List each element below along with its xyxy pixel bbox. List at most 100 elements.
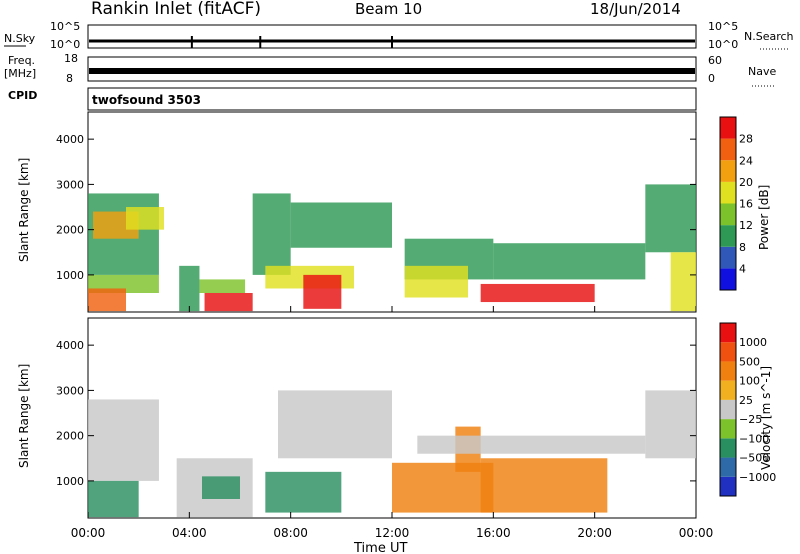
- power-colorbar-swatch: [720, 246, 736, 269]
- y-tick-label: 2000: [56, 430, 84, 443]
- nsky-label: N.Sky: [4, 32, 36, 45]
- power-cell-15: [493, 243, 646, 280]
- velocity-colorbar-swatch: [720, 342, 736, 362]
- power-colorbar-tick: 20: [739, 176, 753, 189]
- velocity-colorbar-swatch: [720, 476, 736, 496]
- x-tick-label: 04:00: [172, 526, 207, 540]
- power-colorbar-frame: [719, 116, 737, 291]
- power-cell-17: [670, 252, 696, 312]
- power-cell-13: [404, 265, 468, 298]
- velocity-cell-3: [202, 476, 240, 499]
- power-colorbar-tick: 28: [739, 133, 753, 146]
- power-cell-16: [645, 184, 696, 253]
- velocity-colorbar-swatch: [720, 323, 736, 343]
- power-colorbar-tick: 12: [739, 219, 753, 232]
- power-colorbar: 4 8 12 16 20 24 28: [719, 116, 753, 291]
- velocity-cell-8: [480, 458, 608, 513]
- date-label: 18/Jun/2014: [590, 0, 681, 18]
- power-cell-4: [126, 207, 164, 230]
- velocity-cell-5: [278, 390, 392, 459]
- cpid-value: twofsound 3503: [92, 93, 201, 107]
- nave-label: Nave: [748, 65, 776, 78]
- y-tick-label: 2000: [56, 224, 84, 237]
- velocity-colorbar-swatch: [720, 419, 736, 439]
- power-colorbar-tick: 8: [739, 241, 746, 254]
- velocity-colorbar-label: Velocity [m s^-1]: [759, 366, 773, 470]
- power-colorbar-swatch: [720, 138, 736, 161]
- velocity-cell-9: [417, 435, 646, 454]
- nsearch-label: N.Search: [744, 30, 794, 43]
- nsky-tick-bottom: 10^0: [50, 38, 80, 51]
- velocity-colorbar-tick: −100: [739, 432, 769, 445]
- power-heatmap: [88, 184, 696, 312]
- nave-tick-top: 60: [708, 54, 722, 67]
- velocity-y-axis: 1000 2000 3000 4000: [56, 339, 696, 488]
- y-tick-label: 4000: [56, 133, 84, 146]
- nave-tick-bottom: 0: [708, 72, 715, 85]
- velocity-colorbar-tick: 500: [739, 355, 760, 368]
- power-cell-3: [88, 288, 126, 312]
- power-y-label: Slant Range [km]: [17, 158, 31, 262]
- y-tick-label: 4000: [56, 339, 84, 352]
- power-colorbar-tick: 24: [739, 154, 753, 167]
- velocity-cell-1: [88, 480, 139, 518]
- power-colorbar-swatch: [720, 225, 736, 247]
- velocity-panel: 1000 2000 3000 4000 Slant Range [km] 1000 50…: [17, 317, 776, 519]
- velocity-cell-10: [645, 390, 696, 459]
- nsky-tick-top: 10^5: [50, 20, 80, 33]
- nsearch-tick-top: 10^5: [708, 20, 738, 33]
- power-colorbar-swatch: [720, 181, 736, 204]
- freq-unit-label: [MHz]: [4, 67, 36, 80]
- power-cell-10: [303, 274, 342, 309]
- velocity-cell-4: [265, 471, 342, 513]
- velocity-colorbar-swatch: [720, 399, 736, 420]
- velocity-colorbar-swatch: [720, 380, 736, 400]
- power-colorbar-swatch: [720, 203, 736, 226]
- velocity-y-label: Slant Range [km]: [17, 364, 31, 468]
- power-colorbar-swatch: [720, 160, 736, 182]
- power-colorbar-swatch: [720, 117, 736, 139]
- velocity-colorbar-swatch: [720, 361, 736, 381]
- beam-label: Beam 10: [355, 0, 422, 18]
- x-tick-label: 20:00: [577, 526, 612, 540]
- velocity-colorbar-tick: −1000: [739, 471, 776, 484]
- velocity-colorbar-swatch: [720, 457, 736, 477]
- y-tick-label: 3000: [56, 178, 84, 191]
- cpid-panel: CPID twofsound 3503: [8, 87, 697, 111]
- nsky-panel: N.Sky 10^5 10^0 N.Search 10^5 10^0: [4, 20, 794, 51]
- x-axis-label: Time UT: [353, 541, 407, 554]
- velocity-colorbar-tick: 100: [739, 375, 760, 388]
- freq-tick-top: 18: [64, 52, 78, 65]
- freq-label: Freq.: [8, 54, 35, 67]
- velocity-colorbar-tick: 25: [739, 394, 753, 407]
- x-tick-label: 00:00: [71, 526, 106, 540]
- freq-panel: Freq. [MHz] 18 8 Nave 60 0: [4, 52, 776, 87]
- nsky-trace: [89, 36, 695, 48]
- time-x-axis: 00:00 04:00 08:00 12:00 16:00 20:00 00:00: [71, 306, 714, 540]
- velocity-colorbar-swatch: [720, 438, 736, 458]
- y-tick-label: 3000: [56, 384, 84, 397]
- power-cell-8: [252, 193, 291, 275]
- x-tick-label: 12:00: [375, 526, 410, 540]
- velocity-colorbar: 1000 500 100 25 −25 −100 −500 −1000: [719, 322, 776, 497]
- power-y-axis: 1000 2000 3000 4000: [56, 133, 696, 282]
- power-cell-11: [290, 202, 392, 248]
- power-cell-7: [204, 292, 253, 312]
- cpid-label: CPID: [8, 89, 37, 102]
- station-title: Rankin Inlet (fitACF): [91, 0, 261, 19]
- y-tick-label: 1000: [56, 269, 84, 282]
- velocity-colorbar-tick: −500: [739, 452, 769, 465]
- x-tick-label: 08:00: [273, 526, 308, 540]
- power-cell-5: [179, 265, 200, 312]
- power-cell-6: [199, 279, 246, 293]
- power-panel: 1000 2000 3000 4000 Slant Range [km] 4 8 12 16…: [17, 111, 771, 313]
- velocity-colorbar-tick: −25: [739, 413, 762, 426]
- y-tick-label: 1000: [56, 475, 84, 488]
- power-colorbar-tick: 4: [739, 262, 746, 275]
- freq-tick-bottom: 8: [66, 72, 73, 85]
- velocity-cell-0: [88, 399, 159, 481]
- x-tick-label: 00:00: [679, 526, 714, 540]
- x-tick-label: 16:00: [476, 526, 511, 540]
- power-colorbar-swatch: [720, 268, 736, 290]
